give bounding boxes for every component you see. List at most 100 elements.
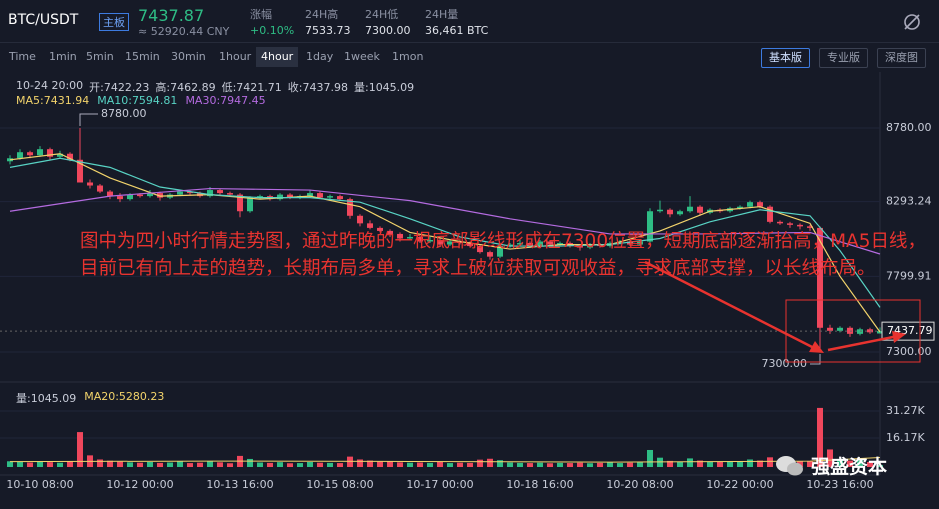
candle-body [837, 327, 843, 331]
candle-body [157, 193, 163, 198]
candle-body [347, 199, 353, 216]
volume-bar [547, 463, 553, 467]
candle-body [507, 244, 513, 247]
interval-tab[interactable]: 4hour [256, 47, 299, 67]
candle-body [687, 206, 693, 212]
candle-body [657, 209, 663, 212]
stat-value: 7533.73 [305, 24, 351, 37]
candle-body [77, 159, 83, 183]
candle-body [307, 193, 313, 197]
volume-bar [617, 463, 623, 467]
candle-body [327, 196, 333, 198]
arrow-head [892, 331, 906, 343]
view-button[interactable]: 专业版 [819, 48, 868, 68]
view-button[interactable]: 深度图 [877, 48, 926, 68]
volume-bar [127, 462, 133, 467]
candle-body [547, 241, 553, 245]
candle-body [517, 243, 523, 245]
y-tick-label: 31.27K [886, 404, 925, 417]
interval-tab[interactable]: 15min [125, 50, 160, 63]
volume-bar [277, 462, 283, 467]
candle-body [37, 149, 43, 156]
volume-bar [177, 461, 183, 467]
volume-bar [227, 463, 233, 467]
y-tick-label: 8780.00 [886, 121, 932, 134]
candle-body [247, 197, 253, 212]
volume-bar [817, 407, 823, 467]
volume-bar [737, 461, 743, 467]
candle-body [337, 196, 343, 200]
volume-bar [37, 461, 43, 467]
x-tick-label: 10-13 16:00 [206, 478, 273, 491]
candle-body [397, 233, 403, 239]
ma-line [9, 153, 881, 333]
volume-bar [507, 462, 513, 467]
candle-body [137, 194, 143, 197]
candle-body [447, 241, 453, 245]
candle-body [497, 246, 503, 257]
volume-bar [107, 460, 113, 467]
candle-body [677, 211, 683, 215]
highlight-box [785, 299, 921, 363]
volume-bar [827, 449, 833, 467]
ma-line [9, 157, 881, 308]
interval-tab[interactable]: 5min [86, 50, 114, 63]
volume-bar [117, 461, 123, 467]
interval-tab[interactable]: 1week [344, 50, 380, 63]
volume-bar [267, 462, 273, 467]
y-tick-label: 7799.91 [886, 269, 932, 282]
y-tick-label: 7300.00 [886, 345, 932, 358]
x-tick-label: 10-23 16:00 [806, 478, 873, 491]
volume-bar [197, 462, 203, 467]
stat-value: 7300.00 [365, 24, 411, 37]
volume-bar [857, 460, 863, 467]
volume-bar [757, 460, 763, 467]
arrow [827, 334, 899, 352]
candle-body [427, 240, 433, 242]
candle-body [357, 215, 363, 224]
stat-value: 36,461 BTC [425, 24, 489, 37]
candle-body [747, 202, 753, 207]
candle-body [637, 241, 643, 245]
volume-bar [697, 460, 703, 467]
candle-body [827, 327, 833, 331]
interval-tab[interactable]: 30min [171, 50, 206, 63]
volume-bar [387, 461, 393, 467]
x-tick-label: 10-22 00:00 [706, 478, 773, 491]
volume-bar [137, 462, 143, 467]
candle-body [697, 206, 703, 213]
candle-body [67, 153, 73, 160]
volume-bar [467, 462, 473, 467]
arrow [644, 260, 819, 352]
volume-bar [427, 462, 433, 467]
x-tick-label: 10-20 08:00 [606, 478, 673, 491]
candle-body [417, 236, 423, 242]
volume-bar [377, 461, 383, 467]
volume-bar [637, 462, 643, 467]
candle-body [187, 191, 193, 194]
interval-tab[interactable]: 1hour [219, 50, 252, 63]
candle-body [437, 240, 443, 245]
interval-tab[interactable]: 1mon [392, 50, 424, 63]
stat-label: 24H高 [305, 8, 339, 21]
volume-bar [767, 457, 773, 467]
volume-bar [527, 463, 533, 467]
interval-tab[interactable]: Time [9, 50, 36, 63]
settings-icon[interactable] [902, 12, 922, 32]
volume-bar [357, 459, 363, 467]
view-button[interactable]: 基本版 [761, 48, 810, 68]
x-tick-label: 10-17 00:00 [406, 478, 473, 491]
volume-bar [167, 462, 173, 467]
volume-bar [247, 458, 253, 467]
ma-legend: MA5:7431.94 MA10:7594.81 MA30:7947.45 [16, 94, 266, 107]
interval-tab[interactable]: 1day [306, 50, 334, 63]
candle-body [467, 243, 473, 247]
candle-body [287, 194, 293, 198]
candle-body [277, 194, 283, 200]
pair: BTC/USDT [8, 12, 79, 28]
interval-tab[interactable]: 1min [49, 50, 77, 63]
volume-bar [727, 461, 733, 467]
min-label: 7300.00 [762, 357, 808, 370]
candle-body [557, 243, 563, 245]
